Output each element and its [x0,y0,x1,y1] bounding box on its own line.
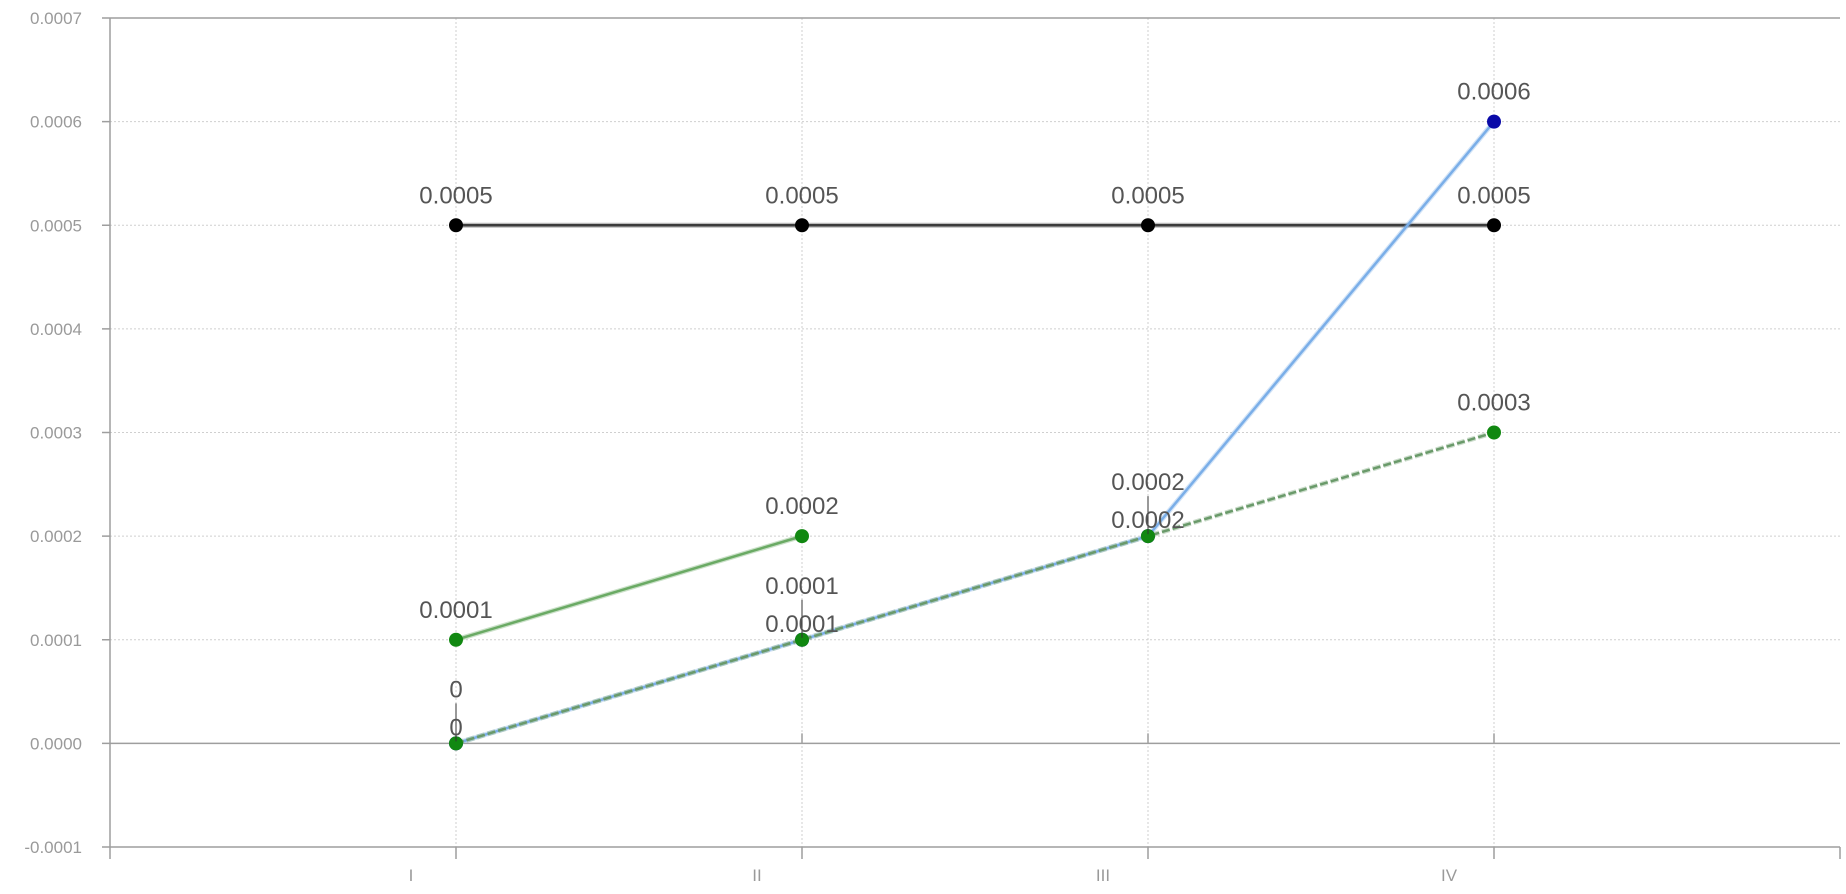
series-lines [449,114,1501,751]
series-line [455,431,1495,745]
data-label: 0 [449,676,462,703]
x-tick-label: III [1096,866,1110,885]
data-label: 0.0003 [1457,390,1530,417]
data-point [1487,425,1501,440]
y-tick-label: 0.0007 [30,9,82,28]
y-tick-label: 0.0006 [30,113,82,132]
data-label: 0.0001 [765,611,838,638]
data-point [1141,529,1155,544]
data-point [1487,218,1501,233]
data-point [449,218,463,233]
y-tick-label: 0.0005 [30,216,82,235]
data-labels: 0.0005 0.0005 0.0005 0.0005 0.0001 0.0002 0 0.0… [419,79,1531,742]
axes [102,17,1841,859]
y-tick-label: 0.0001 [30,631,82,650]
data-label: 0.0005 [1457,182,1530,209]
data-point [449,632,463,647]
x-tick-label: IV [1441,866,1458,885]
grid-lines [110,18,1840,847]
data-point [795,632,809,647]
data-label: 0.0002 [1111,469,1184,496]
x-tick-label: II [752,866,761,885]
data-label: 0.0001 [765,573,838,600]
data-point [795,529,809,544]
y-tick-label: 0.0002 [30,527,82,546]
data-point [1141,218,1155,233]
data-label: 0.0002 [1111,507,1184,534]
series-line [455,534,803,641]
data-point [795,218,809,233]
data-label: 0 [449,714,462,741]
data-label: 0.0006 [1457,79,1530,106]
data-point [1487,114,1501,129]
data-point [449,736,463,751]
data-label: 0.0005 [1111,182,1184,209]
data-label: 0.0001 [419,597,492,624]
y-tick-label: 0.0004 [30,320,82,339]
y-tick-label: 0.0000 [30,734,82,753]
y-tick-label: 0.0003 [30,424,82,443]
data-label: 0.0005 [765,182,838,209]
tick-labels: -0.0001 0.0000 0.0001 0.0002 0.0003 0.0004 0.0… [24,9,1457,885]
y-tick-label: -0.0001 [24,838,82,857]
data-label: 0.0005 [419,182,492,209]
x-tick-label: I [409,866,414,885]
data-label: 0.0002 [765,493,838,520]
